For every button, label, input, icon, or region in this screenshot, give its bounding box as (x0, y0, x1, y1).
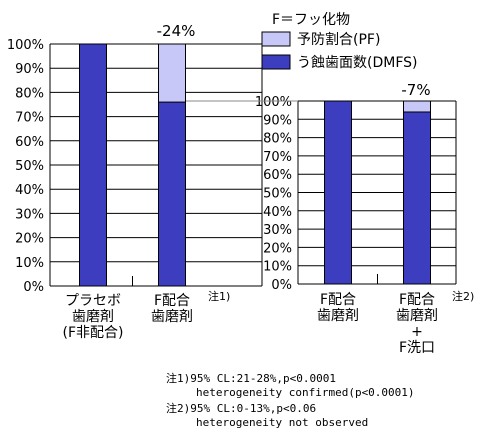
y-tick-label: 100% (255, 95, 292, 110)
note-2-detail: heterogeneity not observed (196, 416, 368, 429)
note-2: 注2)95% CL:0-13%,p<0.06 (166, 401, 316, 415)
reduction-label: -24% (157, 22, 196, 40)
chart-1: 0%10%20%30%40%50%60%70%80%90%100%プラセボ歯磨剤… (7, 22, 263, 341)
bar-dmfs (158, 101, 186, 287)
category-label: F洗口 (399, 340, 435, 356)
chart-2: 0%10%20%30%40%50%60%70%80%90%100%F配合歯磨剤F… (255, 81, 474, 356)
category-label: F配合 (399, 292, 435, 308)
y-tick-label: 100% (7, 38, 44, 53)
y-tick-label: 30% (15, 207, 44, 222)
y-tick-label: 90% (263, 113, 292, 128)
legend-swatch-dmfs (261, 54, 291, 70)
note-1: 注1)95% CL:21-28%,p<0.0001 (166, 371, 336, 385)
y-tick-label: 90% (15, 62, 44, 77)
y-tick-label: 40% (263, 205, 292, 220)
legend: F＝フッ化物 予防割合(PF) う蝕歯面数(DMFS) (261, 12, 417, 71)
category-label: F配合 (320, 292, 356, 308)
y-tick-label: 30% (263, 223, 292, 238)
category-label: 歯磨剤 (151, 309, 193, 325)
category-label: F配合 (154, 293, 190, 309)
y-tick-label: 80% (263, 132, 292, 147)
y-tick-label: 50% (263, 187, 292, 202)
category-label: 歯磨剤 (317, 308, 359, 324)
y-tick-label: 60% (15, 135, 44, 150)
reduction-label: -7% (401, 81, 430, 99)
category-label: 歯磨剤 (396, 308, 438, 324)
footnote-marker: 注2) (452, 289, 474, 303)
y-tick-label: 70% (263, 150, 292, 165)
y-tick-label: 40% (15, 183, 44, 198)
legend-label-pf: 予防割合(PF) (297, 31, 380, 48)
note-1-detail: heterogeneity confirmed(p<0.0001) (196, 386, 415, 399)
y-tick-label: 80% (15, 86, 44, 101)
bar-dmfs (79, 43, 107, 287)
y-tick-label: 0% (23, 280, 44, 295)
legend-label-dmfs: う蝕歯面数(DMFS) (297, 54, 417, 71)
category-label: (F非配合) (63, 325, 124, 341)
y-tick-label: 20% (263, 241, 292, 256)
bar-dmfs (403, 111, 431, 285)
category-label: + (411, 324, 423, 340)
y-tick-label: 60% (263, 168, 292, 183)
legend-title: F＝フッ化物 (272, 12, 350, 28)
footnote-marker: 注1) (208, 289, 230, 303)
bar-pf (158, 43, 186, 103)
bar-pf (403, 100, 431, 113)
y-tick-label: 10% (263, 260, 292, 275)
category-label: 歯磨剤 (72, 309, 114, 325)
legend-swatch-pf (261, 31, 291, 47)
y-tick-label: 0% (271, 278, 292, 293)
y-tick-label: 50% (15, 159, 44, 174)
category-label: プラセボ (65, 293, 121, 309)
bar-dmfs (324, 100, 352, 285)
y-tick-label: 70% (15, 111, 44, 126)
y-tick-label: 20% (15, 232, 44, 247)
y-tick-label: 10% (15, 256, 44, 271)
notes: 注1)95% CL:21-28%,p<0.0001 heterogeneity … (166, 371, 415, 429)
